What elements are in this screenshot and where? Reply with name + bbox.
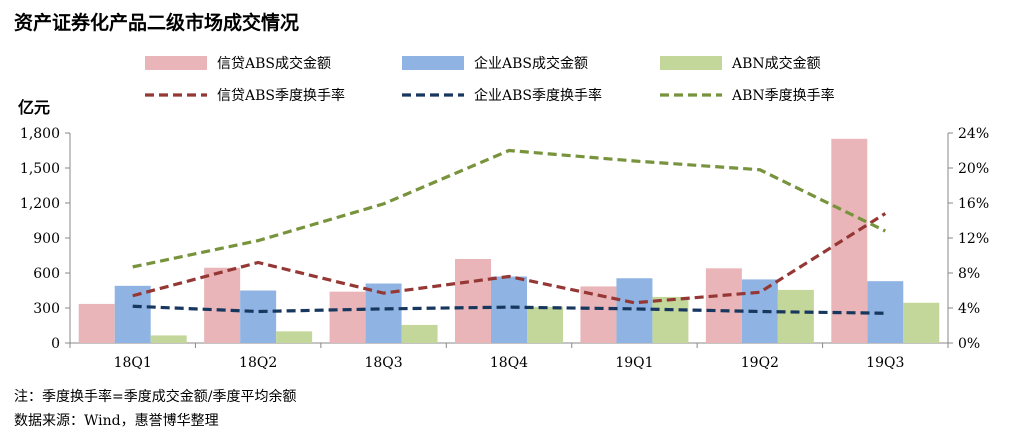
legend-swatch [145, 56, 207, 70]
y-left-tick-label: 300 [33, 301, 60, 317]
x-tick-label: 18Q2 [239, 355, 277, 371]
bar-3 [527, 306, 563, 343]
y-right-tick-label: 8% [958, 266, 980, 282]
y-right-tick-label: 16% [958, 196, 989, 212]
y-right-tick-label: 24% [958, 126, 989, 142]
lines [132, 148, 887, 315]
x-tick-label: 18Q3 [364, 355, 402, 371]
x-tick-label: 19Q3 [866, 355, 904, 371]
bar-3 [903, 302, 940, 343]
legend-label: 信贷ABS季度换手率 [217, 87, 345, 104]
bar-2 [867, 281, 904, 343]
bar-3 [777, 289, 814, 343]
line-series-3 [132, 148, 886, 269]
y-left-tick-label: 0 [51, 336, 60, 352]
bar-2 [616, 278, 653, 343]
x-tick-label: 19Q2 [741, 355, 779, 371]
y-left-tick-label: 1,200 [20, 196, 60, 212]
bar-1 [204, 267, 241, 343]
y-left-tick-label: 1,500 [20, 161, 60, 177]
data-source: 数据来源：Wind，惠誉博华整理 [14, 413, 219, 429]
x-tick-label: 19Q1 [615, 355, 653, 371]
y-left-tick-label: 900 [33, 231, 60, 247]
bar-1 [455, 259, 491, 343]
legend-label: 信贷ABS成交金额 [217, 55, 331, 72]
legend-label: ABN季度换手率 [731, 87, 835, 104]
bar-3 [401, 324, 438, 343]
legend-label: 企业ABS成交金额 [474, 55, 588, 72]
y-right-tick-label: 20% [958, 161, 989, 177]
legend-swatch [402, 56, 464, 70]
bar-3 [276, 331, 313, 343]
x-tick-label: 18Q4 [490, 355, 528, 371]
legend-swatch [660, 56, 722, 70]
y-left-unit: 亿元 [18, 98, 50, 117]
y-left-tick-label: 1,800 [20, 126, 60, 142]
bar-1 [705, 268, 742, 343]
bar-3 [652, 296, 689, 343]
y-right-tick-label: 0% [958, 336, 980, 352]
chart-title: 资产证券化产品二级市场成交情况 [14, 12, 300, 34]
y-right-tick-label: 12% [958, 231, 989, 247]
bar-2 [491, 276, 527, 343]
y-right-tick-label: 4% [958, 301, 980, 317]
bar-2 [240, 290, 277, 343]
bar-1 [78, 303, 115, 343]
footnote: 注：季度换手率=季度成交金额/季度平均余额 [14, 389, 297, 405]
bar-1 [329, 291, 366, 343]
bar-1 [831, 138, 868, 343]
x-tick-label: 18Q1 [114, 355, 152, 371]
bar-2 [741, 279, 778, 343]
y-left-tick-label: 600 [33, 266, 60, 282]
bar-3 [150, 335, 187, 343]
legend-label: 企业ABS季度换手率 [474, 87, 602, 104]
legend-label: ABN成交金额 [731, 55, 821, 72]
